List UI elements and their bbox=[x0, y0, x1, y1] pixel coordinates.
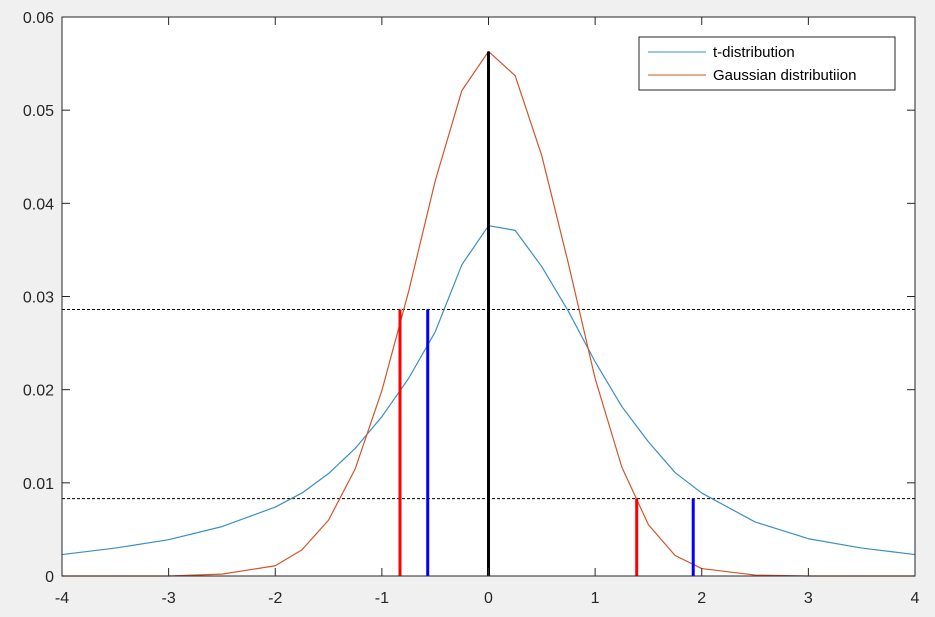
x-tick-label-6: 2 bbox=[697, 590, 706, 607]
x-tick-label-7: 3 bbox=[804, 590, 813, 607]
y-tick-label-1: 0.01 bbox=[23, 476, 54, 493]
y-tick-label-3: 0.03 bbox=[23, 290, 54, 307]
x-tick-label-5: 1 bbox=[591, 590, 600, 607]
y-tick-label-2: 0.02 bbox=[23, 383, 54, 400]
legend-label-t-distribution: t-distribution bbox=[713, 44, 795, 61]
x-tick-label-0: -4 bbox=[55, 590, 69, 607]
legend-box bbox=[638, 36, 896, 91]
y-tick-label-5: 0.05 bbox=[23, 103, 54, 120]
axis-ticks: -4 -3 -2 -1 0 1 2 3 4 0 0.01 0.02 0.03 0.04 0.05 0.06 bbox=[23, 10, 920, 607]
y-tick-label-0: 0 bbox=[45, 569, 54, 586]
x-tick-label-2: -2 bbox=[268, 590, 282, 607]
x-tick-label-1: -3 bbox=[162, 590, 176, 607]
x-tick-label-8: 4 bbox=[911, 590, 920, 607]
vertical-reference-lines bbox=[398, 51, 695, 576]
series-line-1 bbox=[62, 50, 915, 577]
x-tick-label-3: -1 bbox=[375, 590, 389, 607]
legend: t-distribution Gaussian distributiion bbox=[638, 36, 896, 91]
legend-label-gaussian: Gaussian distributiion bbox=[713, 67, 856, 84]
y-tick-label-6: 0.06 bbox=[23, 10, 54, 27]
x-tick-label-4: 0 bbox=[484, 590, 493, 607]
y-tick-label-4: 0.04 bbox=[23, 196, 54, 213]
